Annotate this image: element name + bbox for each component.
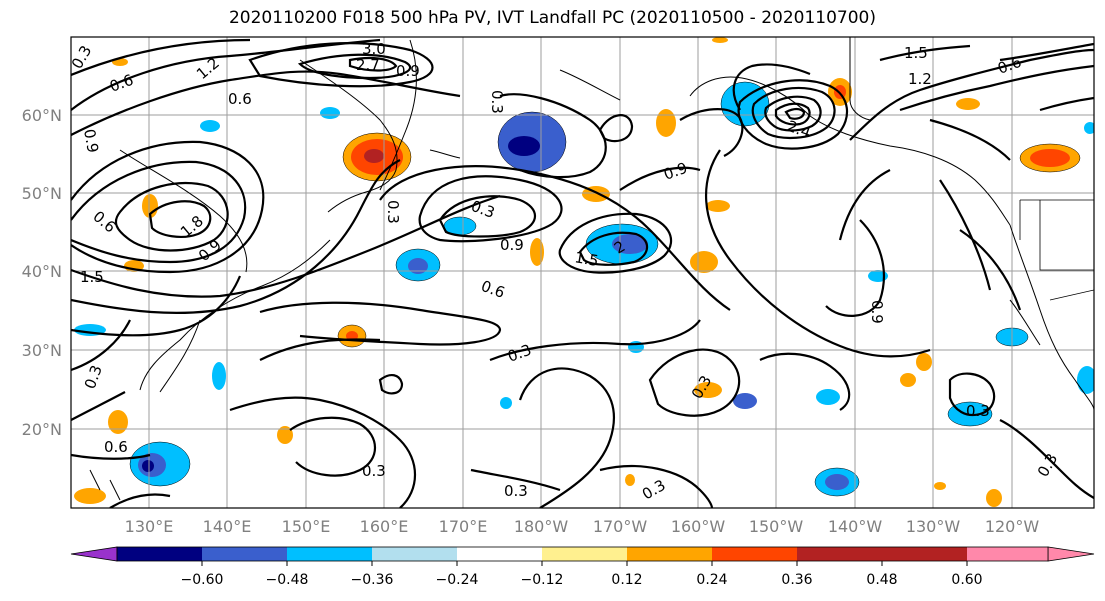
contour-label: 0.9 [868, 300, 886, 324]
anomaly-negative [500, 397, 512, 409]
anomaly-positive [74, 488, 106, 504]
colorbar-tick-label: −0.60 [181, 572, 224, 588]
anomaly-positive [656, 109, 676, 137]
lon-label: 160°E [360, 517, 409, 536]
anomaly-positive [690, 251, 718, 273]
boundaries [1019, 199, 1094, 301]
lon-label: 160°W [671, 517, 726, 536]
lon-label: 130°W [906, 517, 961, 536]
pv-contours [71, 38, 1094, 508]
anomaly-positive [625, 474, 635, 486]
colorbar-tick-label: 0.12 [611, 572, 642, 588]
anomaly-positive [916, 353, 932, 371]
contour-label: 0.9 [500, 236, 524, 254]
map-border [70, 36, 1095, 509]
anomaly-negative [825, 474, 849, 490]
lon-label: 140°W [828, 517, 883, 536]
colorbar-segment [457, 547, 542, 561]
anomaly-positive [1030, 149, 1070, 167]
colorbar: −0.60 −0.48 −0.36 −0.24 −0.12 0.12 0.24 … [70, 546, 1095, 588]
anomaly-positive [712, 37, 728, 43]
colorbar-tick-label: 0.60 [951, 572, 982, 588]
coastlines [89, 37, 1094, 501]
anomaly-negative [320, 107, 340, 119]
anomaly-negative [408, 258, 428, 274]
anomaly-negative [612, 234, 648, 254]
anomaly-negative [142, 460, 154, 472]
colorbar-tick-label: −0.12 [521, 572, 564, 588]
colorbar-extend-low [70, 546, 118, 562]
lon-label: 170°W [593, 517, 648, 536]
anomaly-negative [1084, 122, 1094, 134]
anomaly-positive [934, 482, 946, 490]
colorbar-segment [882, 547, 967, 561]
anomaly-negative [1077, 366, 1094, 394]
lon-label: 140°E [203, 517, 252, 536]
lon-label: 130°E [125, 517, 174, 536]
colorbar-extend-high [1047, 546, 1095, 562]
colorbar-segment [117, 547, 202, 561]
contour-label: 1.5 [573, 248, 600, 270]
contour-label: 1.5 [80, 268, 104, 286]
lat-label: 60°N [22, 106, 62, 125]
contour-label: 1.5 [904, 44, 928, 62]
anomaly-positive [956, 98, 980, 110]
anomaly-positive [108, 410, 128, 434]
contour-label: 1.2 [908, 70, 932, 88]
anomaly-negative [212, 362, 226, 390]
colorbar-segment [797, 547, 882, 561]
contour-label: 0.3 [966, 402, 990, 420]
colorbar-segment [202, 547, 287, 561]
contour-label: 3.0 [362, 40, 386, 58]
map-title: 2020110200 F018 500 hPa PV, IVT Landfall… [228, 8, 876, 28]
anomaly-negative [200, 120, 220, 132]
colorbar-segment [712, 547, 797, 561]
contour-label: 0.6 [228, 90, 252, 108]
anomaly-negative [816, 389, 840, 405]
colorbar-tick-label: 0.24 [696, 572, 727, 588]
lon-label: 180°W [514, 517, 569, 536]
contour-label: 0.3 [362, 462, 386, 480]
anomaly-positive [706, 200, 730, 212]
lat-label: 40°N [22, 262, 62, 281]
lon-label: 150°W [749, 517, 804, 536]
lat-label: 30°N [22, 341, 62, 360]
contour-label: 0.6 [104, 438, 128, 456]
contour-label: 0.3 [384, 200, 402, 224]
anomaly-positive [694, 382, 722, 398]
lat-label: 20°N [22, 420, 62, 439]
longitude-axis: 130°E 140°E 150°E 160°E 170°E 180°W 170°… [125, 517, 1040, 536]
lon-label: 120°W [985, 517, 1040, 536]
colorbar-segment [967, 547, 1048, 561]
colorbar-tick-label: −0.24 [436, 572, 479, 588]
anomaly-negative [733, 393, 757, 409]
lon-label: 150°E [282, 517, 331, 536]
colorbar-tick-label: 0.36 [781, 572, 812, 588]
colorbar-segment [627, 547, 712, 561]
colorbar-tick-label: −0.48 [266, 572, 309, 588]
map-panel [71, 37, 1094, 508]
lat-label: 50°N [22, 184, 62, 203]
colorbar-segment [287, 547, 372, 561]
contour-label: 0.3 [488, 90, 506, 114]
contour-label: 0.3 [504, 482, 528, 500]
colorbar-segment [372, 547, 457, 561]
anomaly-negative [508, 136, 540, 156]
contour-label: 2.7 [356, 56, 380, 74]
anomaly-positive [277, 426, 293, 444]
contour-label: 0.9 [396, 62, 420, 80]
anomaly-positive [986, 489, 1002, 507]
colorbar-tick-label: −0.36 [351, 572, 394, 588]
colorbar-tick-label: 0.48 [866, 572, 897, 588]
colorbar-outline [116, 546, 1049, 562]
latitude-axis: 60°N 50°N 40°N 30°N 20°N [22, 106, 62, 439]
lon-label: 170°E [439, 517, 488, 536]
anomaly-positive [900, 373, 916, 387]
anomaly-positive [530, 238, 544, 266]
contour-label: 0.9 [80, 128, 102, 155]
colorbar-segment [542, 547, 627, 561]
anomaly-positive [364, 149, 384, 163]
